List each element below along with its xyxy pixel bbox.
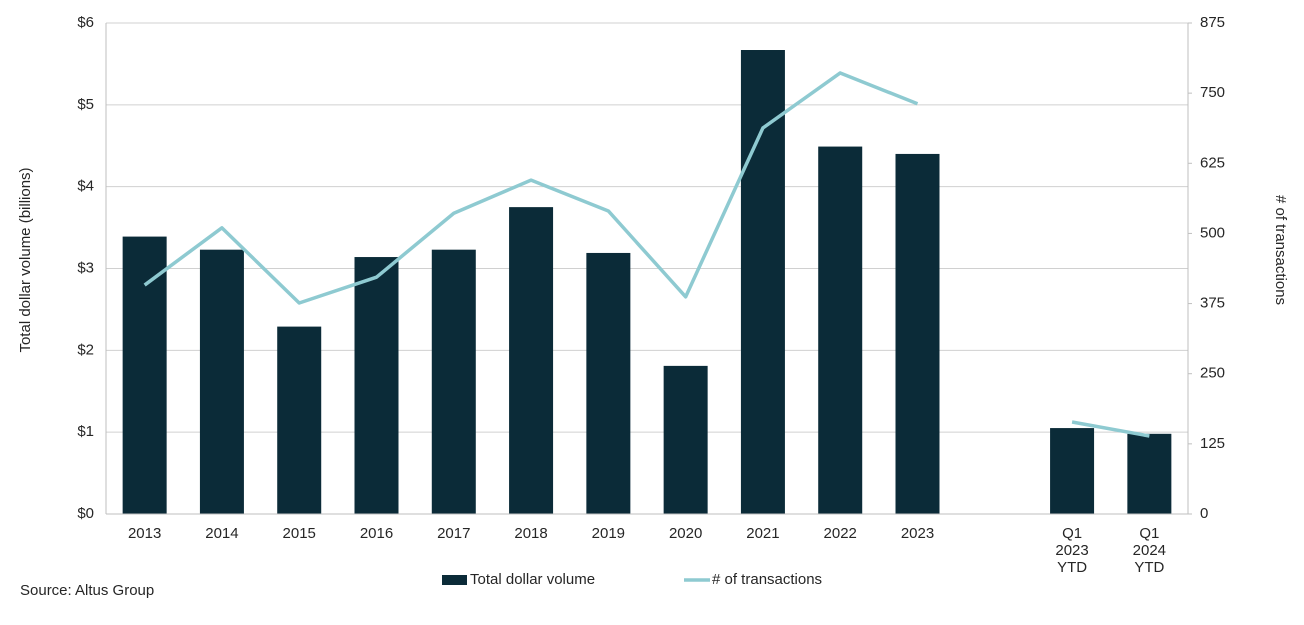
- bar: [277, 326, 322, 514]
- bar: [122, 236, 167, 514]
- y2-tick-label: 0: [1200, 505, 1208, 522]
- x-tick-label: 2020: [669, 525, 702, 542]
- bar: [509, 207, 554, 514]
- legend-swatch: [442, 575, 467, 585]
- y2-tick-label: 875: [1200, 14, 1225, 31]
- y-tick-label: $2: [77, 341, 94, 358]
- y-tick-label: $1: [77, 423, 94, 440]
- y-axis-title: Total dollar volume (billions): [17, 167, 34, 352]
- bar: [1127, 433, 1172, 514]
- y2-axis-title: # of transactions: [1272, 195, 1289, 305]
- x-tick-label: 2017: [437, 525, 470, 542]
- line: [143, 71, 1150, 438]
- y-tick-label: $6: [77, 14, 94, 31]
- x-tick-label: 2016: [360, 525, 393, 542]
- bar: [199, 249, 244, 514]
- x-tick-label: 2015: [283, 525, 316, 542]
- x-tick-label: 2013: [128, 525, 161, 542]
- y2-tick-label: 500: [1200, 224, 1225, 241]
- x-tick-label: 2021: [746, 525, 779, 542]
- source-note: Source: Altus Group: [20, 582, 154, 599]
- legend-label: # of transactions: [712, 571, 822, 588]
- bar: [431, 249, 476, 514]
- y2-tick-label: 125: [1200, 435, 1225, 452]
- y-tick-label: $4: [77, 178, 94, 195]
- legend-label: Total dollar volume: [470, 571, 595, 588]
- y2-tick-label: 750: [1200, 84, 1225, 101]
- bar: [818, 146, 863, 514]
- x-tick-label: Q1 2023 YTD: [1055, 525, 1088, 576]
- bar: [1050, 428, 1095, 514]
- bar: [895, 153, 940, 514]
- y-tick-label: $3: [77, 259, 94, 276]
- y-tick-label: $0: [77, 505, 94, 522]
- x-tick-label: 2019: [592, 525, 625, 542]
- bar: [354, 257, 399, 514]
- y2-tick-label: 250: [1200, 365, 1225, 382]
- y-tick-label: $5: [77, 96, 94, 113]
- x-tick-label: 2018: [514, 525, 547, 542]
- x-tick-label: 2022: [824, 525, 857, 542]
- y2-tick-label: 625: [1200, 154, 1225, 171]
- x-tick-label: 2014: [205, 525, 238, 542]
- bar: [740, 50, 785, 514]
- bar: [586, 252, 631, 514]
- y2-tick-label: 375: [1200, 295, 1225, 312]
- x-tick-label: 2023: [901, 525, 934, 542]
- x-tick-label: Q1 2024 YTD: [1133, 525, 1166, 576]
- bar: [663, 365, 708, 514]
